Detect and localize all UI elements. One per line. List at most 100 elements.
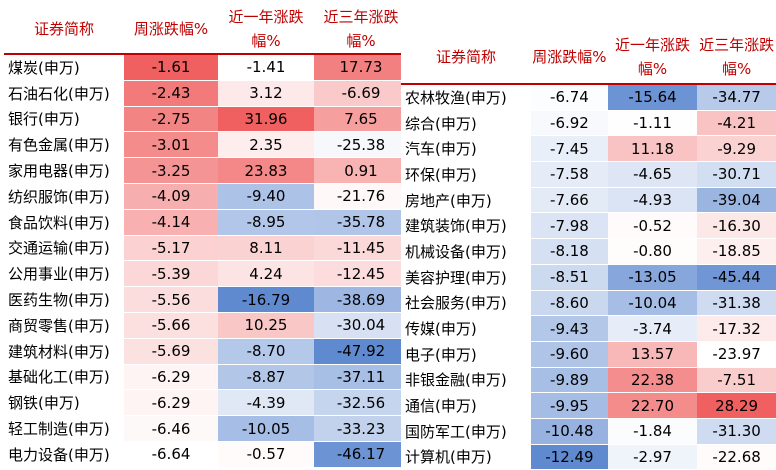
cell-name: 纺织服饰(申万) xyxy=(4,183,124,210)
cell-name: 轻工制造(申万) xyxy=(4,415,124,442)
right-industry-table: 证券简称 周涨跌幅% 近一年涨跌幅% 近三年涨跌幅% 农林牧渔(申万) -6.74 -15… xyxy=(401,30,776,470)
cell-weekly-change: -1.61 xyxy=(124,54,218,81)
cell-weekly-change: -3.25 xyxy=(124,157,218,184)
cell-three-year-change: -18.85 xyxy=(697,238,776,265)
cell-name: 环保(申万) xyxy=(401,161,532,188)
table-row: 医药生物(申万) -5.56 -16.79 -38.69 xyxy=(4,286,408,313)
table-row: 电力设备(申万) -6.64 -0.57 -46.17 xyxy=(4,441,408,468)
left-table-body: 煤炭(申万) -1.61 -1.41 17.73 石油石化(申万) -2.43 3.12 -6… xyxy=(4,54,408,468)
cell-weekly-change: -7.66 xyxy=(531,187,608,214)
cell-name: 房地产(申万) xyxy=(401,187,532,214)
table-row: 房地产(申万) -7.66 -4.93 -39.04 xyxy=(401,187,776,214)
cell-name: 医药生物(申万) xyxy=(4,286,124,313)
cell-one-year-change: 13.57 xyxy=(607,341,698,368)
cell-name: 社会服务(申万) xyxy=(401,290,532,317)
cell-one-year-change: -15.64 xyxy=(607,84,698,111)
cell-name: 家用电器(申万) xyxy=(4,157,124,184)
cell-name: 国防军工(申万) xyxy=(401,418,532,445)
cell-one-year-change: -4.93 xyxy=(607,187,698,214)
table-row: 商贸零售(申万) -5.66 10.25 -30.04 xyxy=(4,312,408,339)
cell-name: 交通运输(申万) xyxy=(4,235,124,262)
cell-one-year-change: 10.25 xyxy=(218,312,314,339)
table-row: 有色金属(申万) -3.01 2.35 -25.38 xyxy=(4,131,408,159)
cell-three-year-change: -11.45 xyxy=(314,235,408,262)
cell-three-year-change: -30.71 xyxy=(697,161,776,188)
cell-three-year-change: -17.32 xyxy=(697,315,776,342)
cell-name: 建筑材料(申万) xyxy=(4,338,124,365)
cell-name: 电力设备(申万) xyxy=(4,441,124,468)
cell-one-year-change: -3.74 xyxy=(607,315,698,342)
cell-name: 钢铁(申万) xyxy=(4,389,124,417)
cell-name: 机械设备(申万) xyxy=(401,238,532,265)
cell-weekly-change: -8.18 xyxy=(531,238,608,265)
cell-one-year-change: -8.95 xyxy=(218,209,314,236)
cell-one-year-change: 22.70 xyxy=(607,392,698,419)
table-row: 传媒(申万) -9.43 -3.74 -17.32 xyxy=(401,315,776,342)
table-row: 环保(申万) -7.58 -4.65 -30.71 xyxy=(401,161,776,188)
cell-weekly-change: -4.09 xyxy=(124,183,218,210)
cell-name: 石油石化(申万) xyxy=(4,80,124,107)
cell-three-year-change: -21.76 xyxy=(314,183,408,210)
cell-one-year-change: 22.38 xyxy=(607,367,698,394)
cell-one-year-change: -1.41 xyxy=(218,54,314,81)
cell-three-year-change: -38.69 xyxy=(314,286,408,313)
cell-three-year-change: -23.97 xyxy=(697,341,776,368)
cell-one-year-change: -9.40 xyxy=(218,183,314,210)
cell-name: 基础化工(申万) xyxy=(4,364,124,391)
table-row: 农林牧渔(申万) -6.74 -15.64 -34.77 xyxy=(401,84,776,111)
cell-name: 综合(申万) xyxy=(401,110,532,137)
left-header-row: 证券简称 周涨跌幅% 近一年涨跌幅% 近三年涨跌幅% xyxy=(4,4,408,55)
cell-one-year-change: -2.97 xyxy=(607,444,698,470)
cell-name: 商贸零售(申万) xyxy=(4,312,124,339)
cell-weekly-change: -6.92 xyxy=(531,110,608,137)
cell-weekly-change: -5.56 xyxy=(124,286,218,313)
cell-weekly-change: -7.58 xyxy=(531,161,608,188)
cell-weekly-change: -9.43 xyxy=(531,315,608,342)
header-one-year-change: 近一年涨跌幅% xyxy=(218,4,314,55)
cell-weekly-change: -2.43 xyxy=(124,80,218,107)
table-row: 公用事业(申万) -5.39 4.24 -12.45 xyxy=(4,260,408,288)
cell-one-year-change: -4.65 xyxy=(607,161,698,188)
table-row: 美容护理(申万) -8.51 -13.05 -45.44 xyxy=(401,264,776,291)
table-row: 钢铁(申万) -6.29 -4.39 -32.56 xyxy=(4,389,408,417)
cell-weekly-change: -9.60 xyxy=(531,341,608,368)
cell-weekly-change: -9.89 xyxy=(531,367,608,394)
cell-three-year-change: -46.17 xyxy=(314,441,408,468)
cell-weekly-change: -2.75 xyxy=(124,106,218,133)
cell-one-year-change: 2.35 xyxy=(218,131,314,159)
cell-three-year-change: -30.04 xyxy=(314,312,408,339)
cell-one-year-change: 31.96 xyxy=(218,106,314,133)
cell-weekly-change: -6.29 xyxy=(124,389,218,417)
cell-three-year-change: -39.04 xyxy=(697,187,776,214)
table-row: 纺织服饰(申万) -4.09 -9.40 -21.76 xyxy=(4,183,408,210)
cell-one-year-change: -0.57 xyxy=(218,441,314,468)
cell-three-year-change: -33.23 xyxy=(314,415,408,442)
cell-weekly-change: -7.98 xyxy=(531,212,608,240)
cell-three-year-change: 0.91 xyxy=(314,157,408,184)
left-industry-table: 证券简称 周涨跌幅% 近一年涨跌幅% 近三年涨跌幅% 煤炭(申万) -1.61 -1.41… xyxy=(4,4,408,468)
cell-name: 通信(申万) xyxy=(401,392,532,419)
cell-weekly-change: -6.74 xyxy=(531,84,608,111)
cell-weekly-change: -5.69 xyxy=(124,338,218,365)
cell-three-year-change: -34.77 xyxy=(697,84,776,111)
cell-weekly-change: -4.14 xyxy=(124,209,218,236)
cell-three-year-change: -37.11 xyxy=(314,364,408,391)
cell-weekly-change: -5.17 xyxy=(124,235,218,262)
cell-one-year-change: -0.80 xyxy=(607,238,698,265)
cell-one-year-change: -10.04 xyxy=(607,290,698,317)
table-row: 计算机(申万) -12.49 -2.97 -22.68 xyxy=(401,444,776,470)
cell-three-year-change: -32.56 xyxy=(314,389,408,417)
table-row: 石油石化(申万) -2.43 3.12 -6.69 xyxy=(4,80,408,107)
table-row: 国防军工(申万) -10.48 -1.84 -31.30 xyxy=(401,418,776,445)
cell-weekly-change: -6.29 xyxy=(124,364,218,391)
right-header-row: 证券简称 周涨跌幅% 近一年涨跌幅% 近三年涨跌幅% xyxy=(401,30,776,85)
cell-three-year-change: -6.69 xyxy=(314,80,408,107)
table-row: 食品饮料(申万) -4.14 -8.95 -35.78 xyxy=(4,209,408,236)
cell-weekly-change: -8.60 xyxy=(531,290,608,317)
cell-three-year-change: 17.73 xyxy=(314,54,408,81)
cell-three-year-change: -7.51 xyxy=(697,367,776,394)
table-row: 家用电器(申万) -3.25 23.83 0.91 xyxy=(4,157,408,184)
cell-one-year-change: -10.05 xyxy=(218,415,314,442)
cell-one-year-change: -13.05 xyxy=(607,264,698,291)
right-table-body: 农林牧渔(申万) -6.74 -15.64 -34.77 综合(申万) -6.92 -1.1… xyxy=(401,84,776,470)
